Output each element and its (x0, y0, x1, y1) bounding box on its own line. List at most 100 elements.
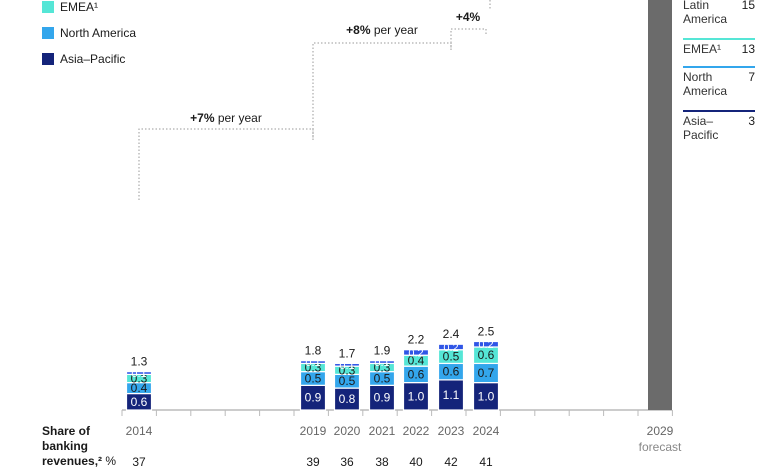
side-panel-name: EMEA¹ (683, 42, 721, 56)
forecast-label: forecast (639, 440, 682, 454)
bar-2019-series-0 (299, 384, 327, 411)
bar-label-2024-series-1: 0.7 (478, 366, 495, 380)
legend-swatch (42, 53, 54, 65)
forecast-bar-2029 (648, 0, 672, 410)
bar-label-2022-series-1: 0.6 (408, 367, 425, 381)
bar-label-2024-series-0: 1.0 (478, 389, 495, 403)
total-label-2023: 2.4 (443, 327, 460, 341)
bar-label-2014-series-3: 0.1 (131, 368, 146, 380)
bar-2023-series-3 (437, 343, 465, 351)
side-panel-name-line: America (683, 84, 728, 98)
bar-label-2019-series-3: 0.1 (305, 357, 320, 369)
legend-swatch (42, 27, 54, 39)
bar-label-2021-series-0: 0.9 (374, 391, 391, 405)
bar-label-2020-series-2: 0.3 (339, 363, 356, 377)
bar-label-2020-series-1: 0.5 (339, 374, 356, 388)
bar-label-2024-series-3: 0.2 (478, 339, 493, 351)
total-label-2020: 1.7 (339, 346, 356, 360)
bar-label-2014-series-2: 0.3 (131, 371, 148, 385)
legend: EMEA¹ North America Asia–Pacific (42, 0, 136, 72)
category-label-2014: 2014 (126, 424, 153, 438)
side-panel-name-line: America (683, 12, 728, 26)
category-label-2020: 2020 (334, 424, 361, 438)
total-label-2022: 2.2 (408, 333, 425, 347)
bar-label-2014-series-1: 0.4 (131, 381, 148, 395)
side-panel-name: Latin America (683, 0, 727, 26)
share-label-line-2: banking (42, 439, 89, 453)
share-value-2020: 36 (340, 455, 354, 469)
bar-2024-series-0 (472, 382, 500, 411)
side-panel-name: North America (683, 70, 727, 98)
share-value-2014: 37 (132, 455, 146, 469)
share-value-2019: 39 (306, 455, 320, 469)
growth-bracket-3 (450, 28, 487, 50)
share-value-2022: 40 (409, 455, 423, 469)
bar-label-2019-series-0: 0.9 (305, 391, 322, 405)
bar-2020-series-3 (333, 362, 361, 367)
bar-2021-series-3 (368, 360, 396, 365)
total-label-2019: 1.8 (305, 344, 322, 358)
legend-label: North America (60, 26, 137, 40)
bar-2022-series-0 (402, 382, 430, 411)
total-label-2014: 1.3 (131, 355, 148, 369)
bar-label-2019-series-1: 0.5 (305, 371, 322, 385)
bar-label-2022-series-2: 0.4 (408, 354, 425, 368)
bar-label-2023-series-2: 0.5 (443, 350, 460, 364)
bar-label-2022-series-0: 1.0 (408, 389, 425, 403)
bar-2024-series-3 (472, 340, 500, 348)
side-panel-row-2: North America 7 (683, 66, 755, 108)
growth-bracket-2 (312, 42, 452, 140)
growth-annotation-2: +8% per year (346, 23, 418, 37)
share-value-2023: 42 (444, 455, 458, 469)
growth-annotation-1: +7% per year (190, 111, 262, 125)
bar-label-2014-series-0: 0.6 (131, 395, 148, 409)
bar-label-2023-series-0: 1.1 (443, 388, 460, 402)
share-unit: % (105, 454, 117, 468)
bar-label-2022-series-3: 0.2 (408, 347, 423, 359)
bar-2021-series-0 (368, 384, 396, 411)
legend-swatch (42, 1, 54, 13)
category-label-2023: 2023 (438, 424, 465, 438)
side-panel-name-line: Asia– (683, 114, 714, 128)
side-panel-row-1: EMEA¹ 13 (683, 38, 755, 80)
total-label-2024: 2.5 (478, 325, 495, 339)
share-row-label: Share of banking revenues,² % (42, 424, 116, 469)
side-panel-name-line: North (683, 70, 713, 84)
total-label-2021: 1.9 (374, 344, 391, 358)
growth-bracket-1 (138, 128, 314, 200)
bar-2019-series-3 (299, 360, 327, 365)
side-panel-name: Asia– Pacific (683, 114, 718, 142)
bar-label-2023-series-3: 0.2 (443, 342, 458, 354)
legend-item-1: North America (42, 20, 136, 46)
side-panel-value: 15 (741, 0, 755, 12)
category-label-2024: 2024 (473, 424, 500, 438)
bar-label-2023-series-1: 0.6 (443, 365, 460, 379)
side-panel-value: 7 (748, 70, 755, 84)
category-label-2022: 2022 (403, 424, 430, 438)
share-label-line-1: Share of (42, 424, 91, 438)
side-panel-row-3: Asia– Pacific 3 (683, 110, 755, 152)
share-value-2021: 38 (375, 455, 389, 469)
side-panel-value: 3 (748, 114, 755, 128)
legend-item-2: Asia–Pacific (42, 46, 136, 72)
legend-label: EMEA¹ (60, 0, 99, 14)
side-panel-name-line: Latin (683, 0, 710, 12)
bar-label-2021-series-1: 0.5 (374, 371, 391, 385)
bar-label-2021-series-2: 0.3 (374, 361, 391, 375)
growth-annotation-3: +4% (456, 10, 481, 24)
bar-label-2020-series-3: 0.1 (339, 360, 354, 372)
side-panel-row-0: Latin America 15 (683, 0, 755, 36)
legend-item-0: EMEA¹ (42, 0, 136, 20)
share-value-2024: 41 (479, 455, 493, 469)
bar-label-2021-series-3: 0.1 (374, 357, 389, 369)
legend-label: Asia–Pacific (60, 52, 126, 66)
share-label-line-3: revenues,² (42, 454, 103, 468)
category-label-2021: 2021 (369, 424, 396, 438)
side-panel-value: 13 (741, 42, 755, 56)
bar-label-2020-series-0: 0.8 (339, 392, 356, 406)
category-label-2019: 2019 (300, 424, 327, 438)
side-panel-name-line: Pacific (683, 128, 719, 142)
bar-2014-series-3 (125, 371, 153, 375)
side-panel-name-line: EMEA¹ (683, 42, 722, 56)
